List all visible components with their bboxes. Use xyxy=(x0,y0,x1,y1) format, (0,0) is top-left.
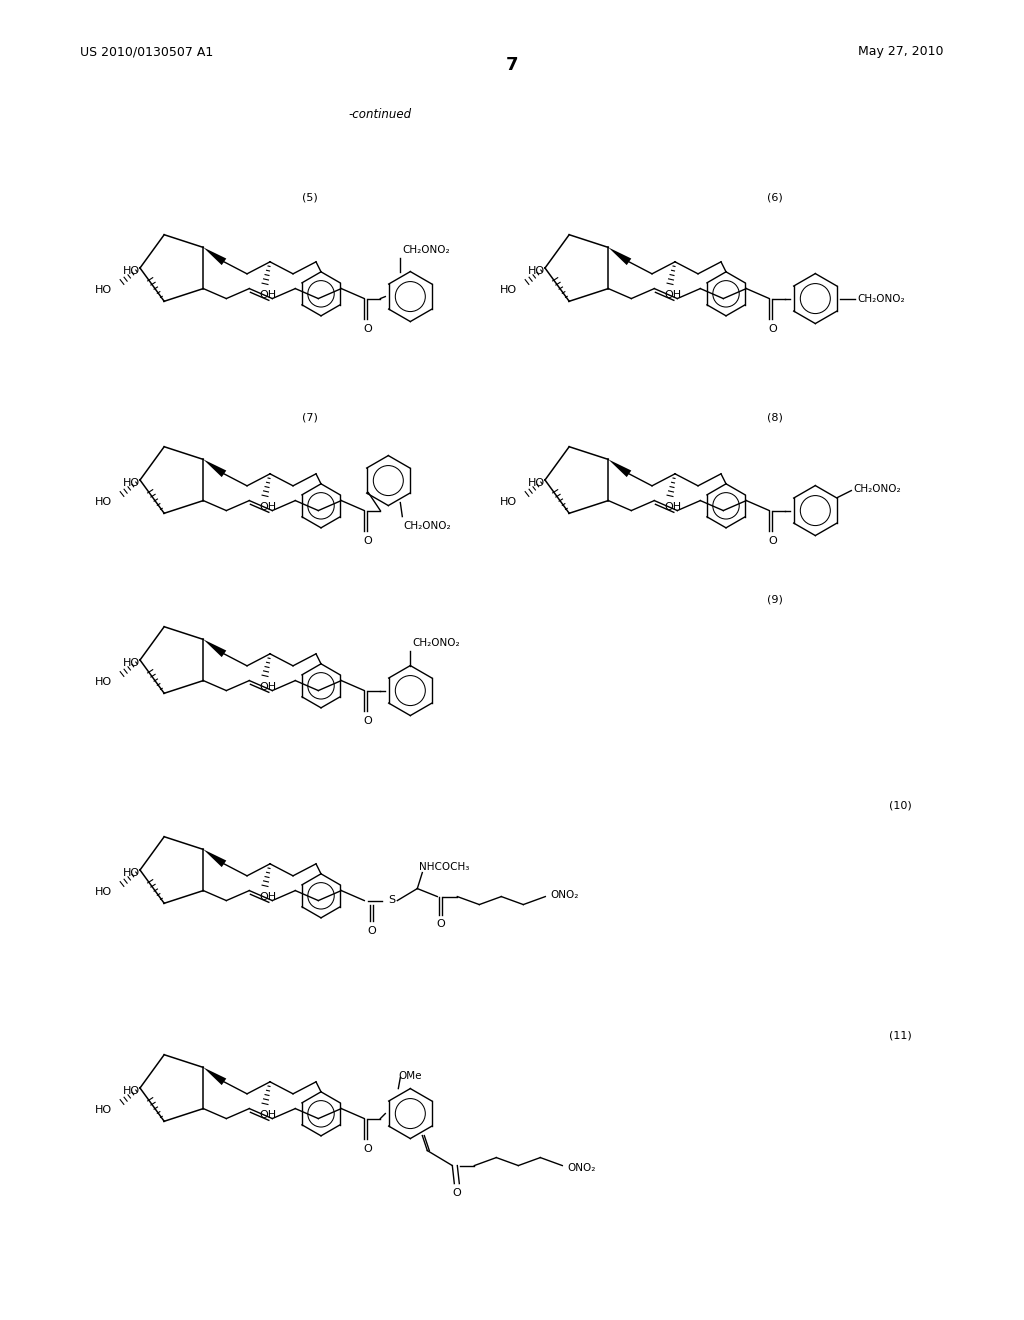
Text: HO: HO xyxy=(123,869,140,878)
Text: O: O xyxy=(768,536,776,545)
Text: HO: HO xyxy=(123,1086,140,1097)
Text: (11): (11) xyxy=(889,1030,911,1040)
Text: (5): (5) xyxy=(302,193,317,203)
Text: HO: HO xyxy=(95,677,112,686)
Text: (6): (6) xyxy=(767,193,783,203)
Text: OH: OH xyxy=(259,502,276,512)
Text: ONO₂: ONO₂ xyxy=(567,1163,596,1172)
Text: O: O xyxy=(367,925,376,936)
Text: O: O xyxy=(362,1143,372,1154)
Text: May 27, 2010: May 27, 2010 xyxy=(858,45,944,58)
Text: (8): (8) xyxy=(767,413,783,422)
Text: O: O xyxy=(362,323,372,334)
Text: HO: HO xyxy=(528,267,545,276)
Text: HO: HO xyxy=(500,498,517,507)
Text: HO: HO xyxy=(123,659,140,668)
Text: ONO₂: ONO₂ xyxy=(550,890,579,899)
Text: OH: OH xyxy=(259,682,276,692)
Text: HO: HO xyxy=(95,887,112,898)
Text: CH₂ONO₂: CH₂ONO₂ xyxy=(853,483,901,494)
Text: CH₂ONO₂: CH₂ONO₂ xyxy=(857,293,905,304)
Text: CH₂ONO₂: CH₂ONO₂ xyxy=(403,520,451,531)
Text: NHCOCH₃: NHCOCH₃ xyxy=(419,862,470,871)
Polygon shape xyxy=(204,247,226,265)
Text: HO: HO xyxy=(95,1105,112,1115)
Text: OH: OH xyxy=(665,290,682,300)
Text: OH: OH xyxy=(259,1110,276,1119)
Text: (9): (9) xyxy=(767,595,783,605)
Text: -continued: -continued xyxy=(348,108,412,121)
Text: O: O xyxy=(452,1188,461,1197)
Text: HO: HO xyxy=(95,285,112,294)
Text: O: O xyxy=(436,919,444,928)
Polygon shape xyxy=(204,1068,226,1085)
Text: OH: OH xyxy=(259,290,276,300)
Text: (10): (10) xyxy=(889,800,911,810)
Polygon shape xyxy=(204,459,226,477)
Text: OH: OH xyxy=(259,892,276,902)
Text: O: O xyxy=(362,715,372,726)
Text: S: S xyxy=(388,895,395,904)
Text: OMe: OMe xyxy=(398,1071,422,1081)
Text: OH: OH xyxy=(665,502,682,512)
Text: (7): (7) xyxy=(302,413,317,422)
Text: O: O xyxy=(768,323,776,334)
Text: CH₂ONO₂: CH₂ONO₂ xyxy=(402,244,450,255)
Polygon shape xyxy=(204,850,226,867)
Text: CH₂ONO₂: CH₂ONO₂ xyxy=(413,638,460,648)
Polygon shape xyxy=(608,247,632,265)
Polygon shape xyxy=(608,459,632,477)
Polygon shape xyxy=(204,639,226,657)
Text: HO: HO xyxy=(123,267,140,276)
Text: HO: HO xyxy=(500,285,517,294)
Text: O: O xyxy=(362,536,372,545)
Text: 7: 7 xyxy=(506,55,518,74)
Text: US 2010/0130507 A1: US 2010/0130507 A1 xyxy=(80,45,213,58)
Text: HO: HO xyxy=(528,478,545,488)
Text: HO: HO xyxy=(95,498,112,507)
Text: HO: HO xyxy=(123,478,140,488)
